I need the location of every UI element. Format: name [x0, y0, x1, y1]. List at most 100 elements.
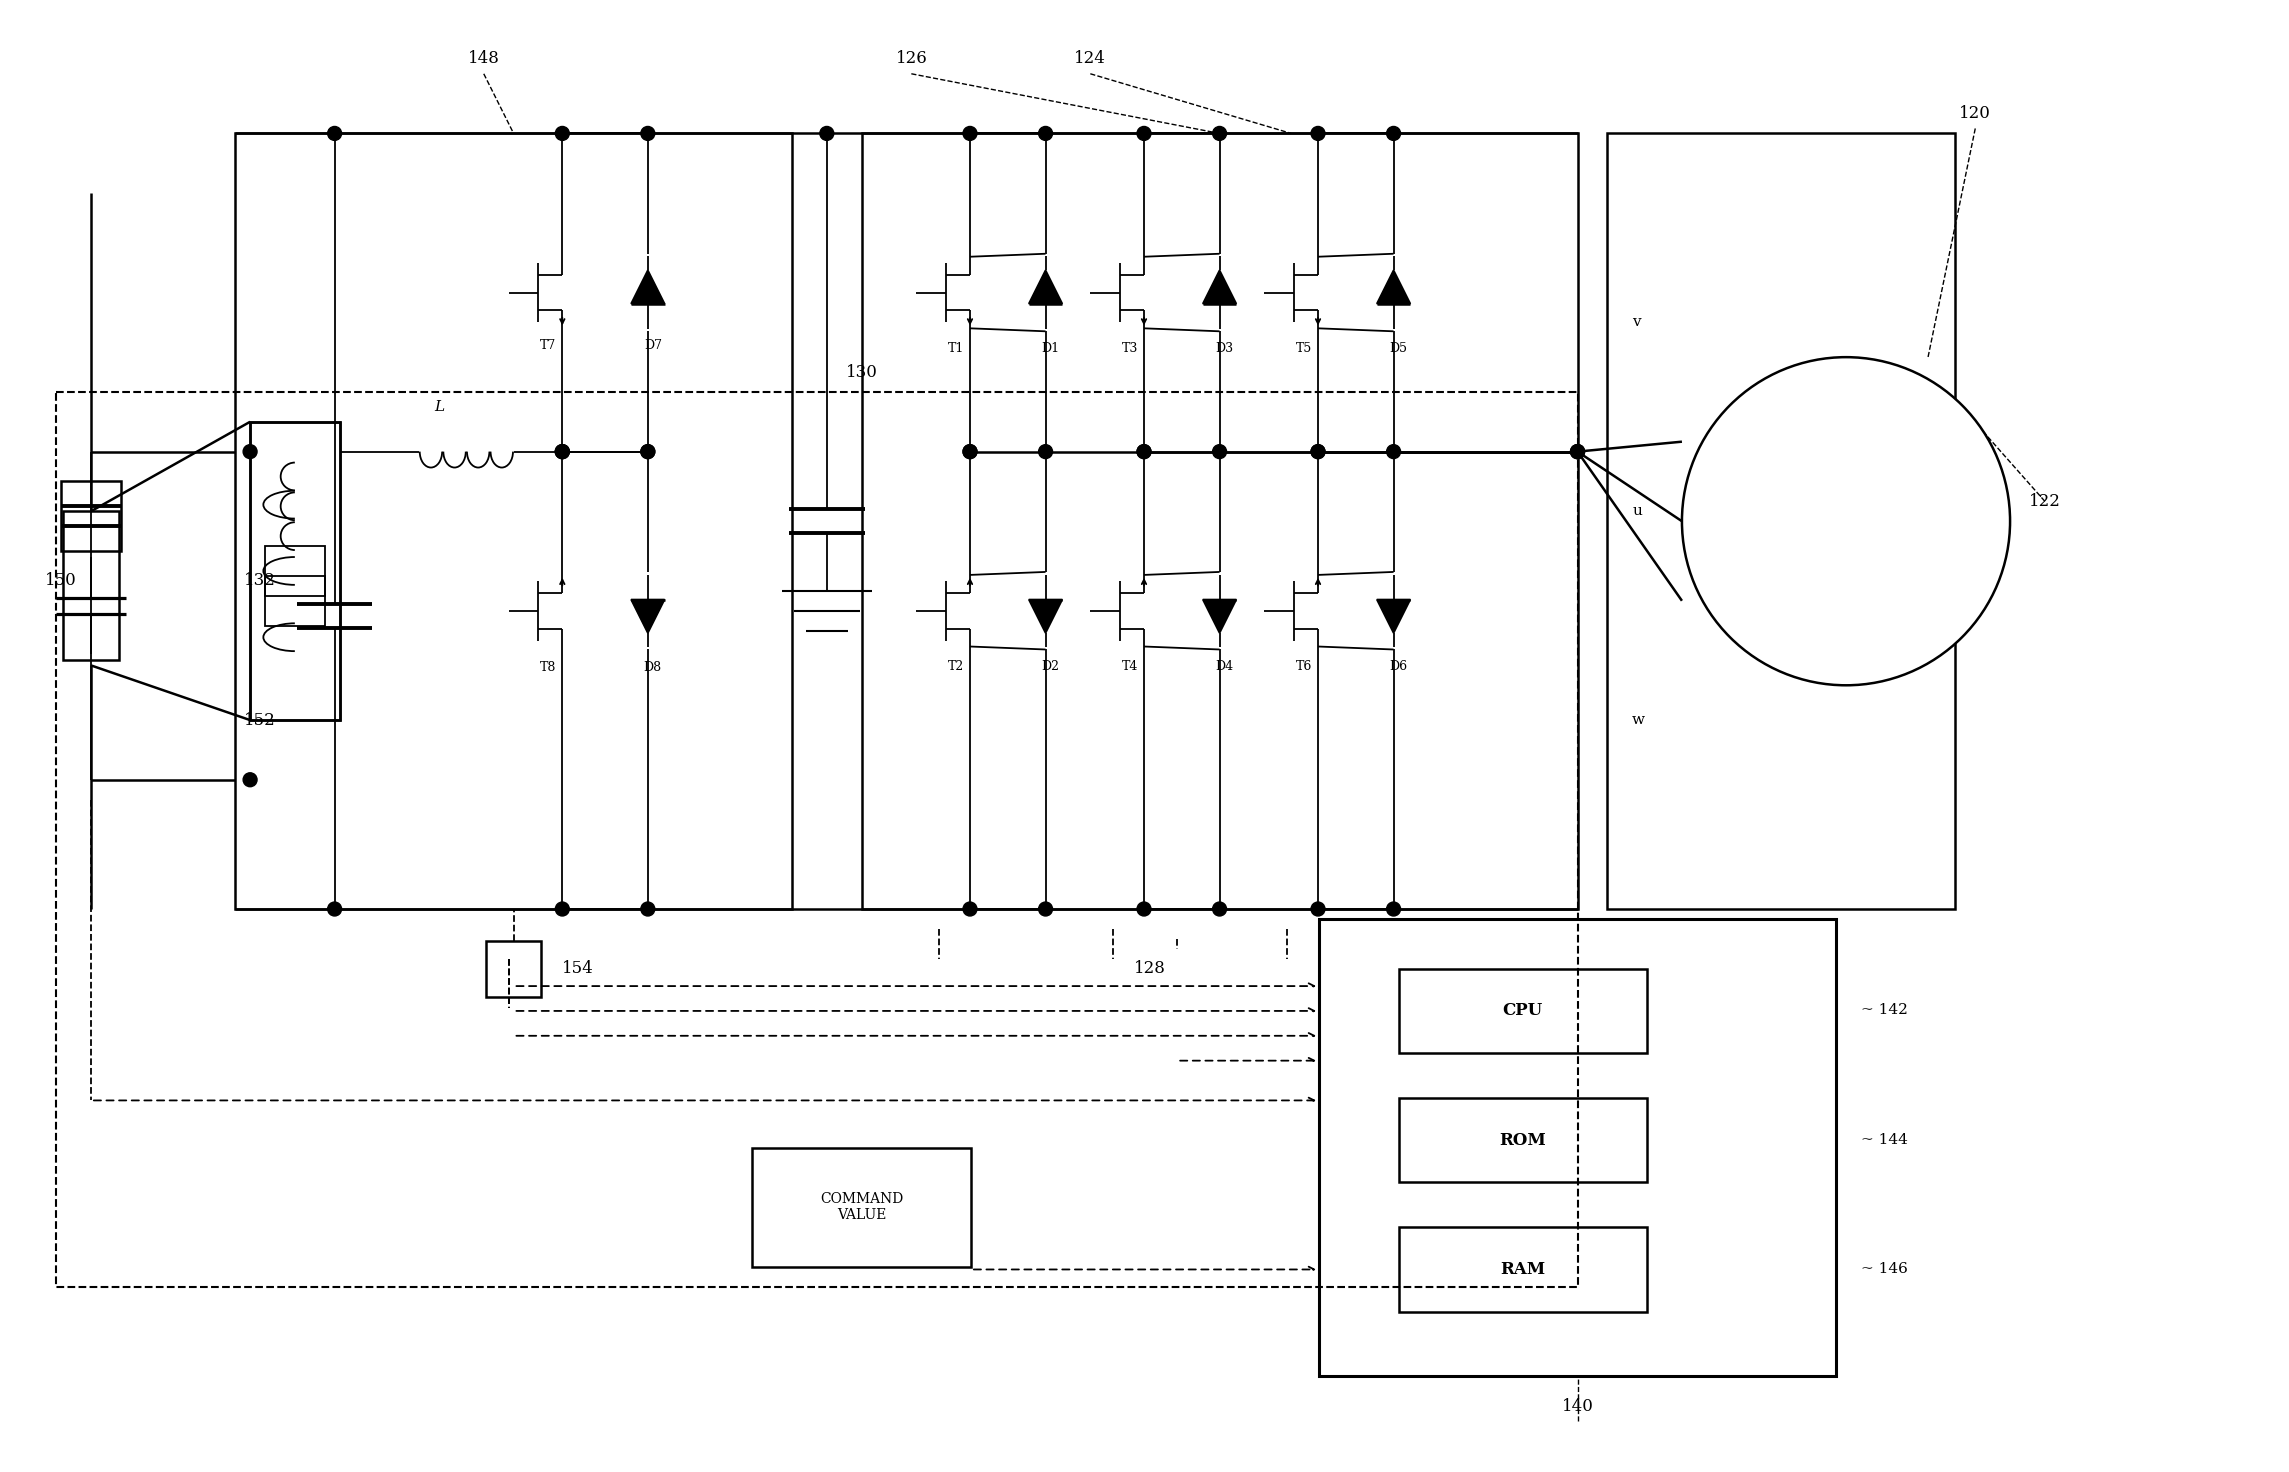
Circle shape [964, 902, 977, 916]
Circle shape [1570, 445, 1584, 459]
Circle shape [964, 445, 977, 459]
Bar [1399, 1228, 1648, 1312]
Bar [861, 134, 1577, 910]
Text: D6: D6 [1389, 659, 1408, 673]
Text: 124: 124 [1074, 50, 1106, 68]
Circle shape [1570, 445, 1584, 459]
Text: ~ 142: ~ 142 [1861, 1004, 1907, 1017]
Bar [266, 546, 325, 596]
Circle shape [327, 902, 341, 916]
Text: T6: T6 [1296, 659, 1312, 673]
Bar [236, 134, 792, 910]
Text: v: v [1632, 315, 1641, 330]
Text: T4: T4 [1122, 659, 1138, 673]
Circle shape [327, 127, 341, 140]
Text: ROM: ROM [1499, 1132, 1547, 1148]
Polygon shape [1202, 599, 1236, 633]
Bar [266, 576, 325, 626]
Text: D5: D5 [1389, 342, 1408, 355]
Text: COMMAND
VALUE: COMMAND VALUE [819, 1192, 904, 1222]
Circle shape [1312, 445, 1325, 459]
Text: T8: T8 [540, 661, 556, 674]
Text: ~ 146: ~ 146 [1861, 1262, 1907, 1276]
Text: w: w [1632, 712, 1646, 727]
Polygon shape [632, 271, 664, 303]
Polygon shape [1202, 271, 1236, 303]
Text: D2: D2 [1041, 659, 1060, 673]
Text: T7: T7 [540, 339, 556, 352]
Circle shape [1312, 902, 1325, 916]
Circle shape [1039, 127, 1053, 140]
Circle shape [1387, 127, 1401, 140]
Circle shape [1682, 358, 2010, 686]
Text: T1: T1 [948, 342, 964, 355]
Circle shape [641, 902, 655, 916]
Circle shape [964, 445, 977, 459]
Bar [250, 422, 339, 720]
Text: RAM: RAM [1499, 1262, 1545, 1278]
Text: 150: 150 [46, 573, 78, 589]
Bar [1607, 134, 1955, 910]
Bar [485, 941, 542, 997]
Text: 128: 128 [1133, 960, 1165, 977]
Circle shape [556, 902, 570, 916]
Polygon shape [1378, 271, 1410, 303]
Circle shape [641, 445, 655, 459]
Bar [250, 422, 339, 720]
Text: D7: D7 [643, 339, 662, 352]
Circle shape [1138, 445, 1151, 459]
Circle shape [1387, 445, 1401, 459]
Text: 154: 154 [563, 960, 595, 977]
Circle shape [556, 445, 570, 459]
Circle shape [243, 445, 256, 459]
Circle shape [556, 445, 570, 459]
Polygon shape [1378, 599, 1410, 633]
Circle shape [819, 127, 833, 140]
Text: 152: 152 [245, 711, 277, 729]
Circle shape [1570, 445, 1584, 459]
Text: D4: D4 [1215, 659, 1234, 673]
Text: 122: 122 [2028, 493, 2060, 509]
Polygon shape [1028, 599, 1062, 633]
Bar [753, 1148, 971, 1267]
Text: 140: 140 [1561, 1398, 1593, 1415]
Circle shape [1138, 902, 1151, 916]
Circle shape [1138, 127, 1151, 140]
Polygon shape [632, 599, 664, 633]
Bar [1318, 919, 1836, 1376]
Bar [57, 392, 1577, 1287]
Text: 130: 130 [845, 364, 877, 381]
Circle shape [243, 773, 256, 786]
Circle shape [641, 127, 655, 140]
Text: ~ 144: ~ 144 [1861, 1132, 1907, 1147]
Circle shape [1039, 902, 1053, 916]
Circle shape [1039, 445, 1053, 459]
Circle shape [641, 445, 655, 459]
Text: T3: T3 [1122, 342, 1138, 355]
Text: 120: 120 [1959, 105, 1991, 122]
Circle shape [1213, 902, 1227, 916]
Text: 148: 148 [467, 50, 499, 68]
Bar [1399, 969, 1648, 1052]
Text: 132: 132 [245, 573, 277, 589]
Circle shape [1213, 445, 1227, 459]
Circle shape [1213, 127, 1227, 140]
Bar [1399, 1098, 1648, 1182]
Circle shape [556, 445, 570, 459]
Bar [64, 511, 119, 661]
Polygon shape [1028, 271, 1062, 303]
Text: T5: T5 [1296, 342, 1312, 355]
Text: D3: D3 [1215, 342, 1234, 355]
Circle shape [964, 127, 977, 140]
Text: 126: 126 [895, 50, 927, 68]
Circle shape [556, 127, 570, 140]
Circle shape [1138, 445, 1151, 459]
Text: L: L [435, 400, 444, 414]
Circle shape [1312, 127, 1325, 140]
Text: D8: D8 [643, 661, 662, 674]
Text: T2: T2 [948, 659, 964, 673]
Text: CPU: CPU [1502, 1002, 1543, 1020]
Text: D1: D1 [1041, 342, 1060, 355]
Circle shape [1312, 445, 1325, 459]
Text: u: u [1632, 505, 1641, 518]
